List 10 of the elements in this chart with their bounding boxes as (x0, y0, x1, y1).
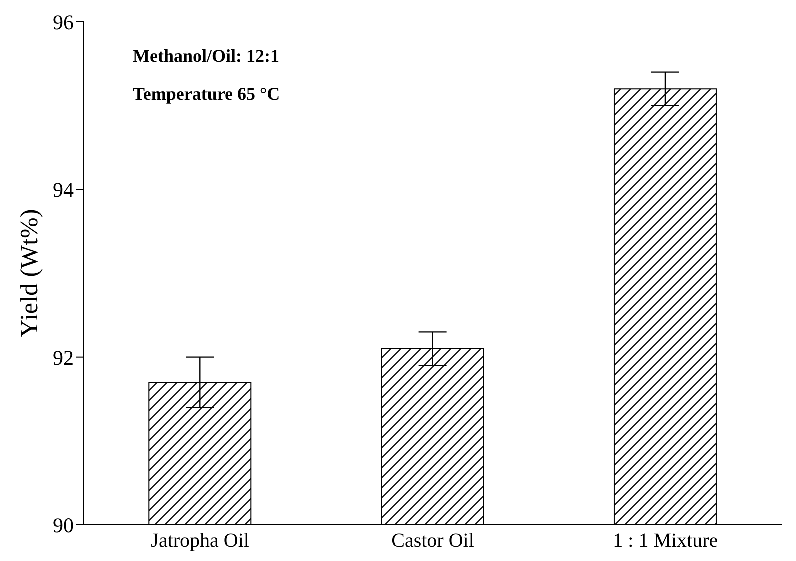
y-tick-label: 96 (53, 10, 74, 34)
note-text: Methanol/Oil: 12:1 (133, 46, 280, 67)
y-axis-title: Yield (Wt%) (16, 209, 44, 338)
y-tick-label: 92 (53, 346, 74, 370)
y-tick-label: 90 (53, 513, 74, 538)
x-tick-label: 1 : 1 Mixture (613, 530, 718, 552)
y-tick-label: 94 (53, 178, 74, 202)
x-tick-label: Castor Oil (392, 530, 475, 552)
x-tick-label: Jatropha Oil (151, 530, 250, 552)
note-text: Temperature 65 °C (133, 84, 280, 105)
